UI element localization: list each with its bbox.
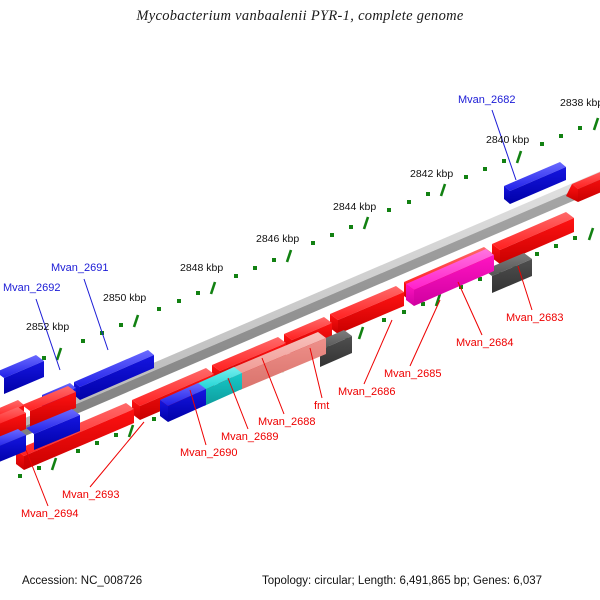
gene-box-Mvan_2694-blue[interactable] <box>0 429 26 464</box>
gene-box-Mvan_2690[interactable] <box>160 383 206 422</box>
leader-Mvan_2694 <box>25 449 49 507</box>
page-title: Mycobacterium vanbaalenii PYR-1, complet… <box>136 8 464 24</box>
leader-Mvan_2693 <box>89 421 145 488</box>
scale-tick-label: 2842 kbp <box>410 168 453 180</box>
gene-box-upper-right-red[interactable] <box>566 167 600 202</box>
gene-labels[interactable]: Mvan_2682 Mvan_2691 Mvan_2692 Mvan_2683 … <box>3 94 564 520</box>
leader-Mvan_2685 <box>409 299 441 367</box>
topology-text: Topology: circular; Length: 6,491,865 bp… <box>262 575 543 587</box>
gene-label-Mvan_2693[interactable]: Mvan_2693 <box>62 489 120 501</box>
gene-label-fmt[interactable]: fmt <box>314 400 329 412</box>
status-bar: Accession: NC_008726 Topology: circular;… <box>0 566 600 600</box>
scale-tick-label: 2846 kbp <box>256 233 299 245</box>
leader-Mvan_2690 <box>189 389 207 446</box>
scale-tick-label: 2848 kbp <box>180 262 223 274</box>
gene-box-Mvan_2693[interactable] <box>22 386 76 427</box>
leader-Mvan_2689 <box>227 377 249 430</box>
gene-label-Mvan_2683[interactable]: Mvan_2683 <box>506 312 564 324</box>
gene-box-magenta-highlight[interactable] <box>406 249 494 306</box>
scale-labels: 2838 kbp 2840 kbp 2842 kbp 2844 kbp 2846… <box>26 97 600 333</box>
gene-label-Mvan_2684[interactable]: Mvan_2684 <box>456 337 514 349</box>
gene-label-Mvan_2689[interactable]: Mvan_2689 <box>221 431 279 443</box>
genome-backbone[interactable] <box>0 168 600 451</box>
accession-text: Accession: NC_008726 <box>22 575 143 587</box>
gene-label-Mvan_2686[interactable]: Mvan_2686 <box>338 386 396 398</box>
gene-box-Mvan_2694-red[interactable] <box>0 407 26 442</box>
forward-strand-lane[interactable] <box>0 212 574 470</box>
scale-tick-label: 2840 kbp <box>486 134 529 146</box>
scale-tick-label: 2852 kbp <box>26 321 69 333</box>
gene-label-Mvan_2694[interactable]: Mvan_2694 <box>21 508 79 520</box>
leader-Mvan_2682 <box>491 109 517 181</box>
scale-tick-label: 2844 kbp <box>333 201 376 213</box>
scale-tick-label: 2838 kbp <box>560 97 600 109</box>
label-leader-lines <box>25 109 533 507</box>
leader-Mvan_2691 <box>83 278 109 351</box>
leader-fmt <box>309 347 323 399</box>
gene-label-Mvan_2688[interactable]: Mvan_2688 <box>258 416 316 428</box>
gene-box-Mvan_2682[interactable] <box>504 162 566 204</box>
gene-box-gray-segment-right[interactable] <box>484 253 532 293</box>
gene-label-Mvan_2682[interactable]: Mvan_2682 <box>458 94 516 106</box>
gene-label-Mvan_2691[interactable]: Mvan_2691 <box>51 262 109 274</box>
scale-tick-label: 2850 kbp <box>103 292 146 304</box>
gene-box-right-edge-blue[interactable] <box>0 355 44 394</box>
leader-Mvan_2684 <box>457 281 483 336</box>
gene-label-Mvan_2692[interactable]: Mvan_2692 <box>3 282 61 294</box>
leader-Mvan_2686 <box>363 319 393 385</box>
leader-Mvan_2688 <box>261 357 285 415</box>
gene-label-Mvan_2685[interactable]: Mvan_2685 <box>384 368 442 380</box>
gene-box-Mvan_2693-blue[interactable] <box>26 409 80 450</box>
gene-label-Mvan_2690[interactable]: Mvan_2690 <box>180 447 238 459</box>
leader-Mvan_2683 <box>517 265 533 311</box>
leader-Mvan_2692 <box>35 298 61 371</box>
